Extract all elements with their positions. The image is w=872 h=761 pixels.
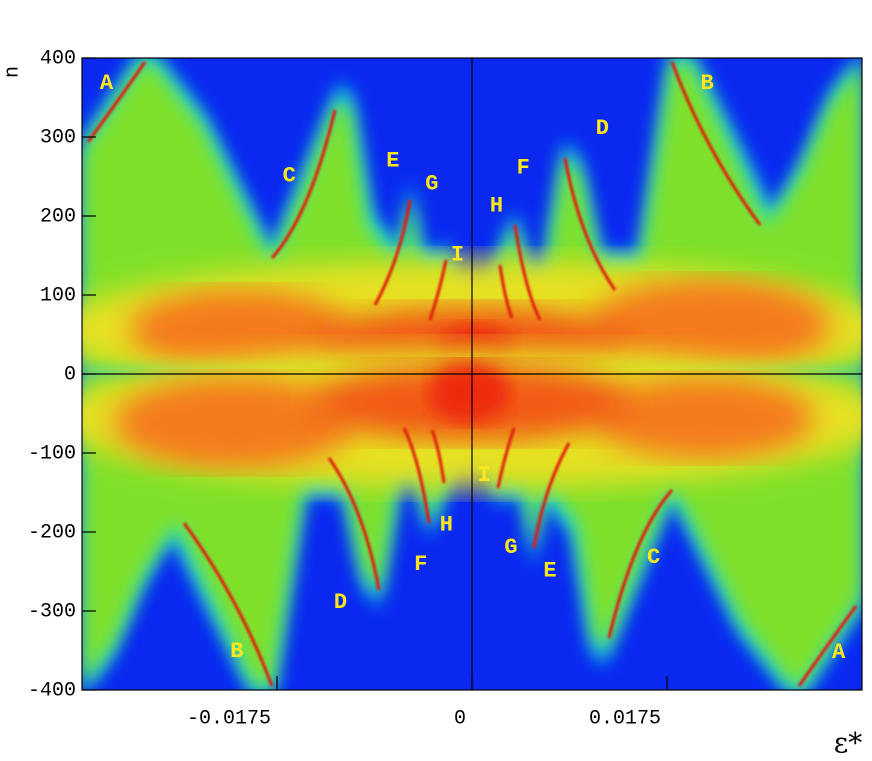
- x-axis-label: ε*: [834, 727, 863, 760]
- x-tick-label: -0.0175: [187, 707, 271, 730]
- annotation: F: [414, 552, 427, 577]
- y-tick-label: -200: [28, 521, 76, 544]
- y-tick-label: 400: [40, 47, 76, 70]
- annotation: I: [451, 243, 464, 268]
- annotation: E: [386, 149, 399, 174]
- y-tick-label: -400: [28, 679, 76, 702]
- annotation: B: [701, 71, 714, 96]
- annotation: A: [832, 640, 846, 665]
- y-tick-label: -100: [28, 442, 76, 465]
- annotation: C: [647, 545, 660, 570]
- annotation: E: [543, 559, 556, 584]
- annotation: F: [517, 156, 530, 181]
- annotation: A: [100, 71, 114, 96]
- annotation: I: [478, 463, 491, 488]
- annotation: H: [440, 513, 453, 538]
- y-tick-label: 300: [40, 126, 76, 149]
- annotation: D: [334, 590, 347, 615]
- annotation: G: [504, 535, 517, 560]
- annotation: B: [230, 639, 243, 664]
- annotation: D: [596, 116, 609, 141]
- y-tick-label: -300: [28, 600, 76, 623]
- x-tick-label: 0.0175: [589, 707, 661, 730]
- y-tick-label: 100: [40, 284, 76, 307]
- y-axis-label: n: [1, 66, 24, 78]
- x-tick-label: 0: [454, 707, 466, 730]
- annotation: G: [425, 171, 438, 196]
- annotation: H: [490, 194, 503, 219]
- y-tick-label: 0: [64, 363, 76, 386]
- annotation: C: [283, 164, 296, 189]
- y-tick-label: 200: [40, 205, 76, 228]
